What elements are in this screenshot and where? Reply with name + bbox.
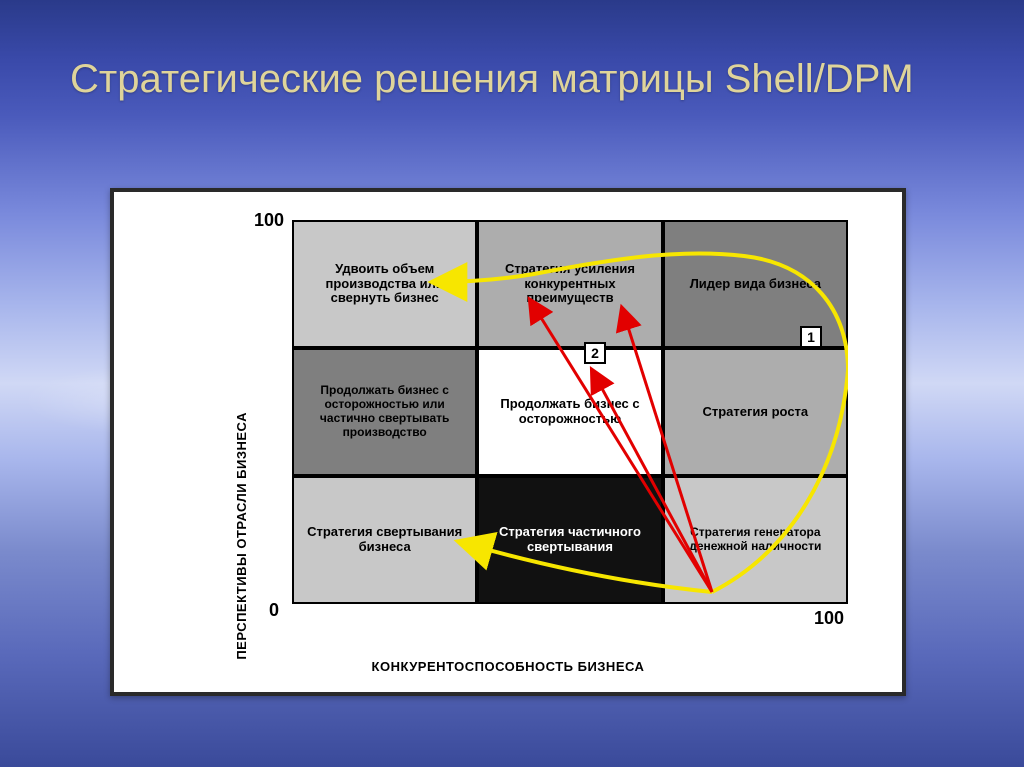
cell-r1c2: Стратегия роста xyxy=(663,348,848,476)
diagram-panel: 100 0 100 ПЕРСПЕКТИВЫ ОТРАСЛИ БИЗНЕСА Уд… xyxy=(110,188,906,696)
cell-r0c1: Стратегия усиления конкурентных преимуще… xyxy=(477,220,662,348)
cell-r2c0: Стратегия свертывания бизнеса xyxy=(292,476,477,604)
matrix-3x3: Удвоить объем производства или свернуть … xyxy=(292,220,848,604)
y-tick-0: 0 xyxy=(269,600,279,621)
numbox-1: 1 xyxy=(800,326,822,348)
x-tick-100: 100 xyxy=(814,608,844,629)
cell-r0c0: Удвоить объем производства или свернуть … xyxy=(292,220,477,348)
slide: Стратегические решения матрицы Shell/DPM… xyxy=(0,0,1024,767)
slide-title: Стратегические решения матрицы Shell/DPM xyxy=(70,56,914,102)
cell-r1c1: Продолжать бизнес с осторожностью xyxy=(477,348,662,476)
y-axis-label-text: ПЕРСПЕКТИВЫ ОТРАСЛИ БИЗНЕСА xyxy=(234,412,249,660)
numbox-2: 2 xyxy=(584,342,606,364)
cell-r2c1: Стратегия частичного свертывания xyxy=(477,476,662,604)
y-tick-100: 100 xyxy=(254,210,284,231)
cell-r2c2: Стратегия генератора денежной наличности xyxy=(663,476,848,604)
matrix-grid: Удвоить объем производства или свернуть … xyxy=(292,220,848,604)
y-axis-label: ПЕРСПЕКТИВЫ ОТРАСЛИ БИЗНЕСА xyxy=(234,164,249,412)
x-axis-label: КОНКУРЕНТОСПОСОБНОСТЬ БИЗНЕСА xyxy=(114,659,902,674)
cell-r1c0: Продолжать бизнес с осторожностью или ча… xyxy=(292,348,477,476)
